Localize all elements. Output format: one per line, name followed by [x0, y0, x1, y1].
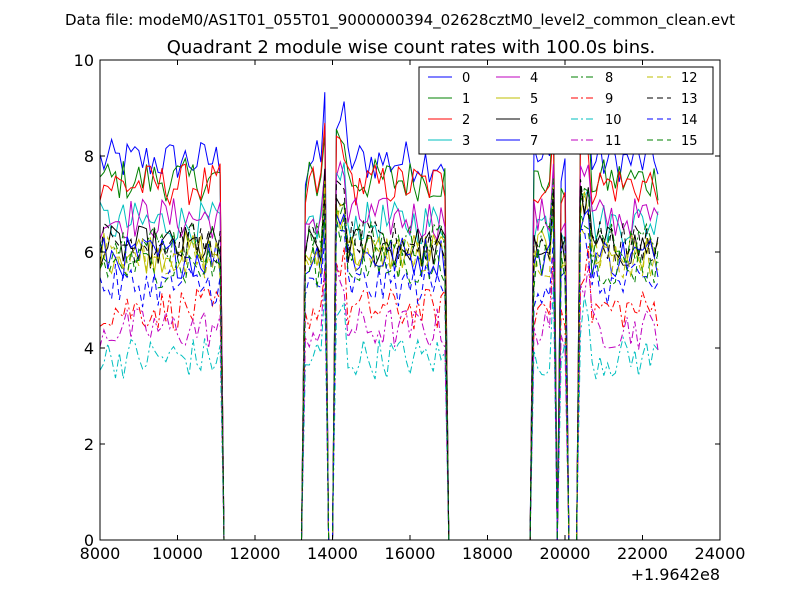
legend-label-4: 4	[530, 71, 538, 86]
x-tick-label: 12000	[230, 544, 281, 563]
series-line-2	[100, 122, 659, 540]
x-tick-label: 24000	[695, 544, 746, 563]
legend-label-1: 1	[462, 92, 470, 107]
series-line-4	[100, 160, 659, 540]
legend-label-8: 8	[605, 71, 613, 86]
legend-label-2: 2	[462, 113, 470, 128]
series-line-13	[100, 179, 659, 540]
x-tick-label: 20000	[540, 544, 591, 563]
legend-label-5: 5	[530, 92, 538, 107]
y-tick-label: 10	[74, 51, 94, 70]
x-axis-offset-label: +1.9642e8	[631, 565, 720, 584]
x-tick-label: 18000	[462, 544, 513, 563]
series-line-10	[100, 285, 659, 540]
x-tick-label: 22000	[617, 544, 668, 563]
series-line-0	[100, 92, 659, 540]
y-tick-label: 0	[84, 531, 94, 550]
y-tick-label: 8	[84, 147, 94, 166]
legend-label-0: 0	[462, 71, 470, 86]
x-tick-label: 10000	[152, 544, 203, 563]
x-tick-label: 16000	[385, 544, 436, 563]
legend-label-13: 13	[681, 92, 698, 107]
legend-label-11: 11	[605, 134, 622, 149]
legend-label-14: 14	[681, 113, 698, 128]
legend-label-12: 12	[681, 71, 698, 86]
series-layer	[100, 92, 659, 540]
chart-title: Quadrant 2 module wise count rates with …	[167, 37, 656, 58]
series-line-15	[100, 212, 659, 540]
legend-label-9: 9	[605, 92, 613, 107]
legend-label-15: 15	[681, 134, 698, 149]
x-axis: 8000 10000 12000 14000 16000 18000 20000 22000 2…	[80, 60, 746, 563]
legend-label-6: 6	[530, 113, 538, 128]
chart-suptitle: Data file: modeM0/AS1T01_055T01_90000003…	[65, 11, 735, 30]
legend-label-7: 7	[530, 134, 538, 149]
y-tick-label: 6	[84, 243, 94, 262]
x-tick-label: 8000	[80, 544, 121, 563]
legend-label-10: 10	[605, 113, 622, 128]
legend-label-3: 3	[462, 134, 470, 149]
y-tick-label: 4	[84, 339, 94, 358]
series-line-11	[100, 257, 659, 540]
y-tick-label: 2	[84, 435, 94, 454]
legend-box	[418, 66, 714, 155]
series-line-12	[100, 180, 659, 540]
x-tick-label: 14000	[307, 544, 358, 563]
